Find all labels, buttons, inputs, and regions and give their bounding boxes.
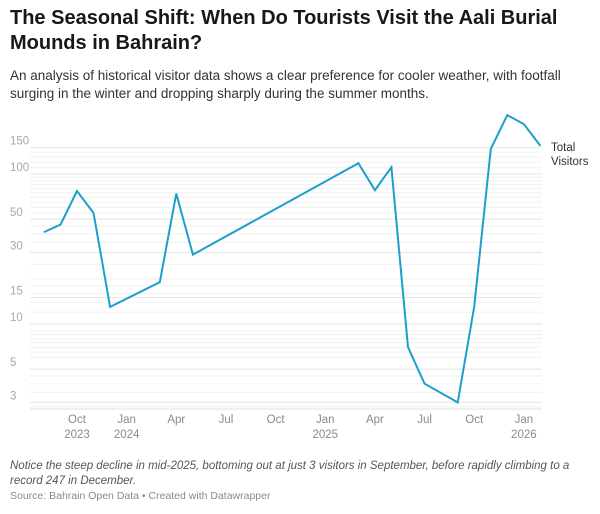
y-tick-label: 5: [10, 357, 16, 369]
y-tick-label: 150: [10, 136, 29, 148]
y-tick-label: 100: [10, 162, 29, 174]
x-tick-label: Jan: [117, 414, 136, 426]
x-tick-label: Oct: [68, 414, 87, 426]
x-tick-label: Apr: [167, 414, 185, 426]
y-tick-label: 10: [10, 312, 23, 324]
x-tick-label: Jan: [316, 414, 335, 426]
chart-title: The Seasonal Shift: When Do Tourists Vis…: [10, 7, 558, 54]
x-tick-label: Oct: [465, 414, 484, 426]
chart-subtitle: An analysis of historical visitor data s…: [10, 68, 561, 101]
y-tick-label: 15: [10, 286, 23, 298]
x-tick-label: Oct: [267, 414, 286, 426]
y-tick-label: 30: [10, 240, 23, 252]
chart-source: Source: Bahrain Open Data • Created with…: [10, 490, 271, 502]
y-tick-label: 50: [10, 207, 23, 219]
y-tick-label: 3: [10, 390, 16, 402]
x-tick-year: 2023: [64, 429, 90, 441]
series-label: Visitors: [551, 156, 589, 168]
x-tick-year: 2024: [114, 429, 140, 441]
series-line-total-visitors: [43, 113, 542, 404]
x-tick-label: Jul: [219, 414, 234, 426]
x-tick-label: Jul: [417, 414, 432, 426]
x-tick-year: 2026: [511, 429, 537, 441]
x-tick-label: Jan: [515, 414, 534, 426]
chart-note: Notice the steep decline in mid-2025, bo…: [10, 460, 570, 487]
x-axis-labels: Oct 2023 Jan 2024 Apr Jul Oct Jan 2025 Apr Jul Oct J…: [64, 414, 536, 441]
series-label: Total: [551, 142, 575, 154]
x-tick-label: Apr: [366, 414, 384, 426]
y-axis-labels: 3 5 10 15 30 50 100 150: [10, 136, 29, 403]
x-tick-year: 2025: [312, 429, 338, 441]
gridlines: [30, 147, 542, 410]
